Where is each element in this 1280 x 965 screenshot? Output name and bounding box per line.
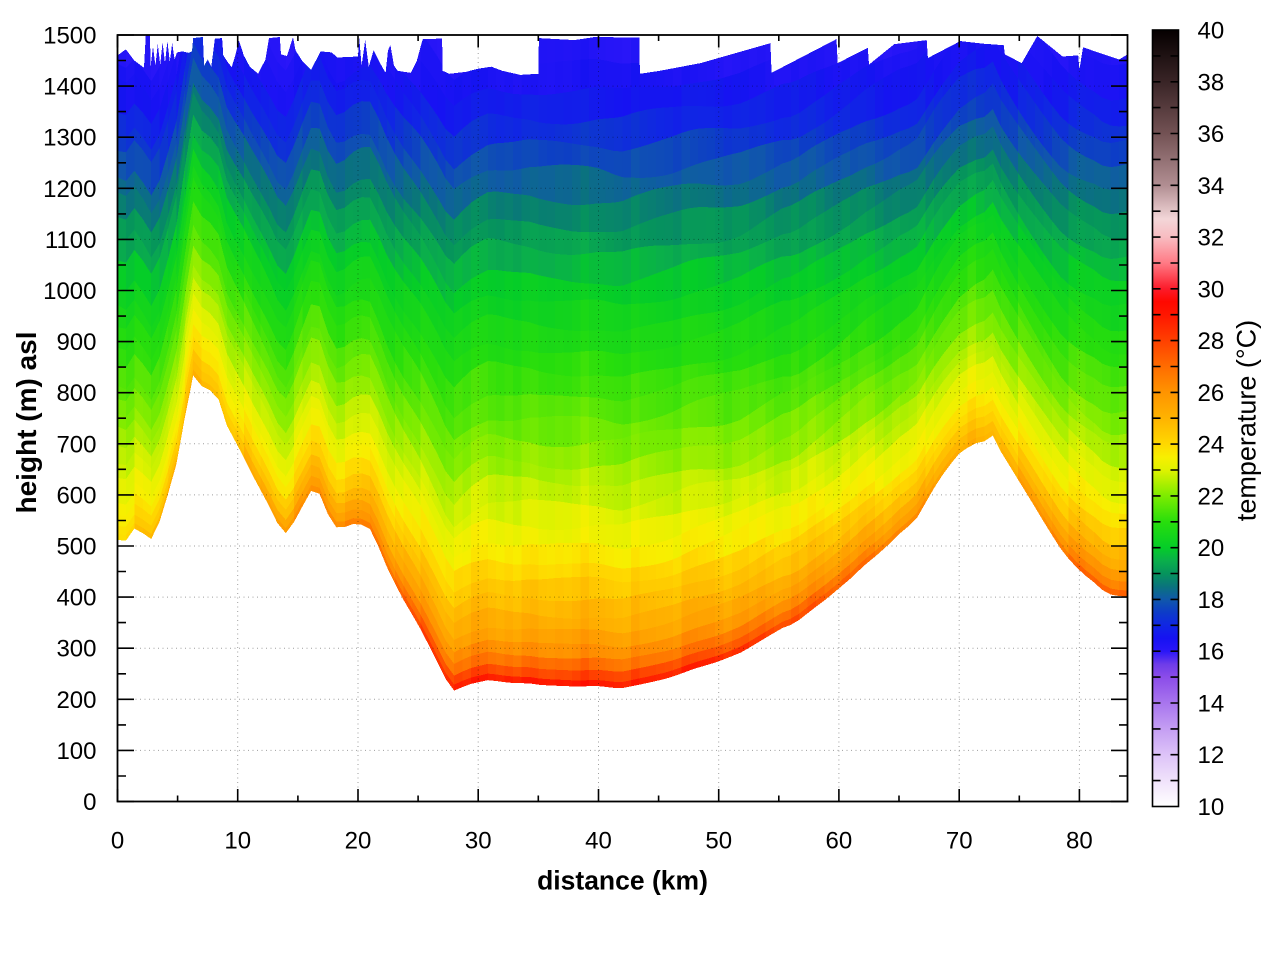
- svg-text:30: 30: [465, 828, 492, 855]
- svg-text:40: 40: [585, 828, 612, 855]
- svg-text:1100: 1100: [45, 227, 97, 254]
- svg-text:600: 600: [56, 482, 96, 509]
- svg-text:200: 200: [56, 687, 96, 714]
- svg-text:500: 500: [56, 534, 96, 561]
- svg-text:18: 18: [1198, 587, 1225, 614]
- svg-text:10: 10: [224, 828, 251, 855]
- svg-text:20: 20: [345, 828, 372, 855]
- svg-text:34: 34: [1198, 173, 1225, 200]
- svg-text:10: 10: [1198, 794, 1225, 821]
- svg-text:36: 36: [1198, 121, 1225, 148]
- svg-text:24: 24: [1198, 432, 1225, 459]
- svg-text:900: 900: [56, 329, 96, 356]
- svg-text:26: 26: [1198, 380, 1225, 407]
- svg-text:16: 16: [1198, 639, 1225, 666]
- svg-text:1000: 1000: [43, 278, 96, 305]
- svg-text:40: 40: [1198, 18, 1225, 45]
- svg-text:300: 300: [56, 636, 96, 663]
- svg-text:temperature (°C): temperature (°C): [1232, 320, 1262, 521]
- svg-text:60: 60: [826, 828, 853, 855]
- svg-text:20: 20: [1198, 535, 1225, 562]
- svg-text:50: 50: [705, 828, 732, 855]
- svg-text:1200: 1200: [43, 176, 96, 203]
- svg-text:1500: 1500: [43, 23, 96, 50]
- svg-text:distance (km): distance (km): [537, 866, 708, 896]
- svg-text:1400: 1400: [43, 74, 96, 101]
- svg-text:38: 38: [1198, 69, 1225, 96]
- svg-text:30: 30: [1198, 276, 1225, 303]
- svg-text:14: 14: [1198, 691, 1225, 718]
- svg-text:80: 80: [1066, 828, 1093, 855]
- svg-text:28: 28: [1198, 328, 1225, 355]
- svg-text:1300: 1300: [43, 125, 96, 152]
- svg-text:22: 22: [1198, 483, 1225, 510]
- svg-text:70: 70: [946, 828, 973, 855]
- svg-text:height (m) asl: height (m) asl: [11, 331, 42, 513]
- svg-text:100: 100: [56, 738, 96, 765]
- svg-text:32: 32: [1198, 225, 1225, 252]
- svg-text:700: 700: [56, 431, 96, 458]
- svg-text:12: 12: [1198, 742, 1225, 769]
- svg-text:0: 0: [111, 828, 124, 855]
- svg-text:400: 400: [56, 585, 96, 612]
- svg-text:0: 0: [83, 789, 96, 816]
- svg-text:800: 800: [56, 380, 96, 407]
